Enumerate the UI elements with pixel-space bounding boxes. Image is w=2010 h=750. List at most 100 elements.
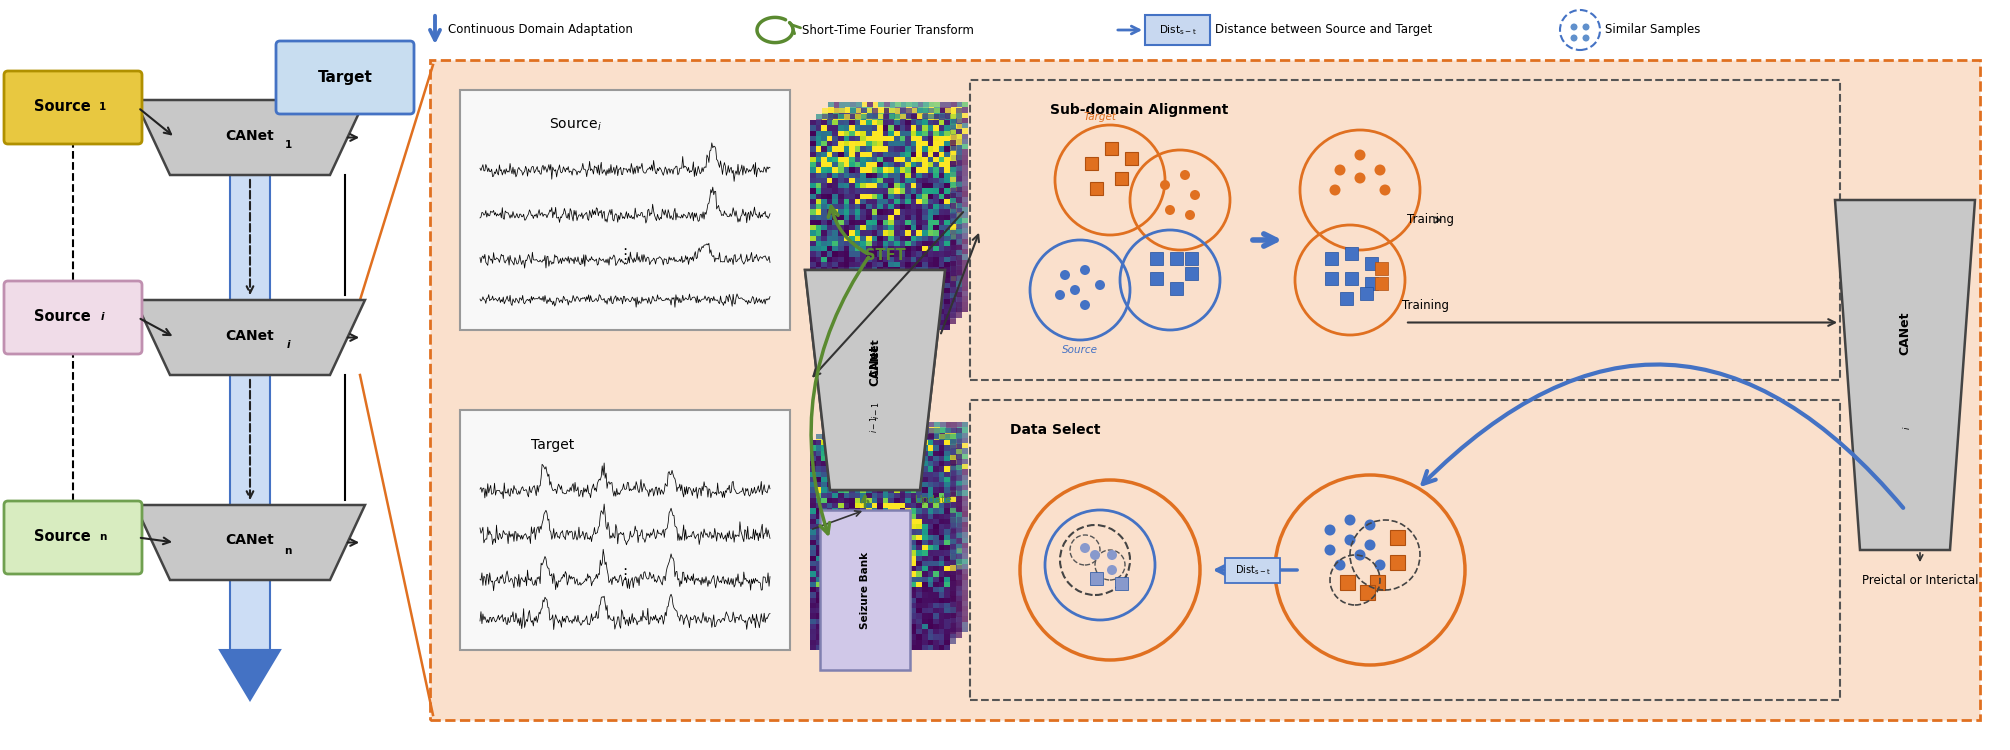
Circle shape bbox=[1345, 535, 1355, 545]
Bar bbox=[1186, 267, 1198, 280]
Polygon shape bbox=[219, 650, 279, 700]
Bar bbox=[1341, 575, 1355, 590]
Bar bbox=[460, 410, 790, 650]
Text: Short-Time Fourier Transform: Short-Time Fourier Transform bbox=[802, 23, 975, 37]
Text: CANet: CANet bbox=[225, 128, 275, 142]
Bar bbox=[1325, 252, 1339, 265]
Text: n: n bbox=[98, 532, 107, 542]
Bar bbox=[1224, 558, 1280, 583]
Text: STFT: STFT bbox=[864, 248, 904, 262]
Bar bbox=[971, 80, 1839, 380]
FancyBboxPatch shape bbox=[275, 41, 414, 114]
Bar bbox=[1170, 282, 1184, 295]
Circle shape bbox=[1570, 34, 1578, 41]
Circle shape bbox=[1335, 560, 1345, 571]
Text: Update: Update bbox=[915, 495, 951, 505]
Text: Training: Training bbox=[1401, 299, 1449, 313]
Bar bbox=[965, 60, 1845, 700]
Text: CANet: CANet bbox=[870, 339, 880, 377]
Circle shape bbox=[1582, 23, 1590, 31]
Circle shape bbox=[1335, 164, 1345, 176]
Circle shape bbox=[1059, 270, 1069, 280]
Bar bbox=[1391, 530, 1405, 545]
Bar bbox=[1170, 252, 1184, 265]
Text: Source$_i$: Source$_i$ bbox=[549, 117, 601, 134]
Bar bbox=[1325, 272, 1339, 285]
FancyBboxPatch shape bbox=[4, 281, 143, 354]
Circle shape bbox=[1355, 172, 1365, 184]
Circle shape bbox=[1365, 539, 1375, 550]
Circle shape bbox=[1355, 149, 1365, 160]
Bar bbox=[1116, 577, 1128, 590]
Bar bbox=[1150, 272, 1164, 285]
Polygon shape bbox=[804, 270, 945, 490]
Bar bbox=[1106, 142, 1118, 155]
Bar bbox=[1365, 277, 1379, 290]
Circle shape bbox=[1108, 550, 1118, 560]
Polygon shape bbox=[135, 505, 366, 580]
Bar bbox=[430, 60, 1980, 720]
Circle shape bbox=[1365, 520, 1375, 530]
Polygon shape bbox=[135, 300, 366, 375]
Text: ⋮: ⋮ bbox=[617, 248, 633, 262]
Text: Data Select: Data Select bbox=[1009, 423, 1101, 437]
Bar bbox=[1361, 287, 1373, 300]
Text: Similar Samples: Similar Samples bbox=[1606, 23, 1700, 37]
Text: $\mathrm{Dist_{s-t}}$: $\mathrm{Dist_{s-t}}$ bbox=[1234, 563, 1270, 577]
Circle shape bbox=[1055, 290, 1065, 300]
Text: Training: Training bbox=[1407, 214, 1453, 226]
Circle shape bbox=[1095, 280, 1106, 290]
Text: $_i$: $_i$ bbox=[1899, 425, 1912, 430]
Text: 1: 1 bbox=[98, 103, 107, 112]
Text: Continuous Domain Adaptation: Continuous Domain Adaptation bbox=[448, 23, 633, 37]
Polygon shape bbox=[135, 100, 366, 175]
Text: Source: Source bbox=[34, 529, 90, 544]
Bar bbox=[1126, 152, 1138, 165]
Text: CANet: CANet bbox=[868, 344, 882, 386]
Text: Target: Target bbox=[318, 70, 372, 85]
Text: ⋮: ⋮ bbox=[617, 568, 633, 583]
Bar bbox=[1391, 555, 1405, 570]
Text: Preictal or Interictal: Preictal or Interictal bbox=[1861, 574, 1978, 586]
Text: CANet: CANet bbox=[225, 533, 275, 548]
Circle shape bbox=[1166, 205, 1176, 215]
Circle shape bbox=[1325, 544, 1335, 556]
FancyBboxPatch shape bbox=[4, 71, 143, 144]
Text: n: n bbox=[283, 545, 291, 556]
Circle shape bbox=[1079, 300, 1089, 310]
Circle shape bbox=[1329, 184, 1341, 196]
Bar bbox=[1089, 182, 1103, 195]
Circle shape bbox=[1089, 550, 1099, 560]
Bar bbox=[460, 90, 790, 330]
Bar bbox=[820, 510, 911, 670]
Bar bbox=[1341, 292, 1353, 305]
Circle shape bbox=[1069, 285, 1079, 295]
Text: $\mathrm{Dist_{s-t}}$: $\mathrm{Dist_{s-t}}$ bbox=[1160, 23, 1196, 37]
Text: Source: Source bbox=[34, 99, 90, 114]
Text: Source: Source bbox=[34, 309, 90, 324]
Bar bbox=[1375, 262, 1389, 275]
Text: $_{i-1}$: $_{i-1}$ bbox=[868, 415, 880, 433]
Circle shape bbox=[1379, 184, 1391, 196]
Polygon shape bbox=[1835, 200, 1976, 550]
Bar bbox=[1361, 585, 1375, 600]
Circle shape bbox=[1355, 550, 1365, 560]
Bar bbox=[1345, 272, 1359, 285]
Circle shape bbox=[1582, 34, 1590, 41]
Circle shape bbox=[1079, 543, 1089, 553]
Circle shape bbox=[1160, 180, 1170, 190]
Circle shape bbox=[1570, 23, 1578, 31]
Bar bbox=[1089, 572, 1103, 585]
Bar bbox=[1146, 15, 1210, 45]
Polygon shape bbox=[804, 270, 945, 490]
Circle shape bbox=[1375, 560, 1385, 571]
Circle shape bbox=[1186, 210, 1196, 220]
Text: 1: 1 bbox=[283, 140, 291, 151]
Circle shape bbox=[1375, 164, 1385, 176]
Bar bbox=[1345, 247, 1359, 260]
Bar bbox=[1375, 277, 1389, 290]
Circle shape bbox=[1108, 565, 1118, 575]
Circle shape bbox=[1345, 514, 1355, 526]
Bar bbox=[1371, 575, 1385, 590]
Text: Target: Target bbox=[1083, 112, 1116, 122]
